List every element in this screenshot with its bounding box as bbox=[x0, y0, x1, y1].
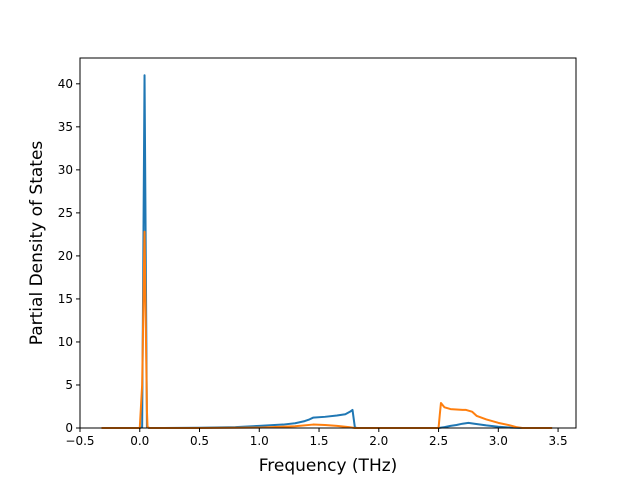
x-tick-label: 2.0 bbox=[369, 434, 388, 448]
y-tick-label: 30 bbox=[58, 163, 73, 177]
x-tick-label: 1.0 bbox=[250, 434, 269, 448]
x-tick-label: 1.5 bbox=[309, 434, 328, 448]
y-tick-label: 35 bbox=[58, 120, 73, 134]
y-tick-label: 15 bbox=[58, 292, 73, 306]
x-tick-label: 3.0 bbox=[489, 434, 508, 448]
plot-frame bbox=[79, 57, 577, 429]
series-line-2 bbox=[101, 230, 553, 429]
series-lines bbox=[101, 74, 553, 429]
y-tick-label: 10 bbox=[58, 335, 73, 349]
x-axis-label: Frequency (THz) bbox=[259, 456, 398, 476]
y-tick-label: 20 bbox=[58, 249, 73, 263]
x-tick-label: 0.5 bbox=[190, 434, 209, 448]
x-tick-label: 2.5 bbox=[429, 434, 448, 448]
x-tick-label: −0.5 bbox=[65, 434, 94, 448]
y-tick-label: 25 bbox=[58, 206, 73, 220]
x-tick-label: 0.0 bbox=[130, 434, 149, 448]
series-line-1 bbox=[101, 74, 553, 429]
y-tick-label: 40 bbox=[58, 77, 73, 91]
y-axis-ticks: 0 5 10 15 20 25 30 35 40 bbox=[58, 77, 80, 435]
x-axis-ticks: −0.5 0.0 0.5 1.0 1.5 2.0 2.5 3.0 3.5 bbox=[65, 428, 568, 448]
y-tick-label: 5 bbox=[65, 378, 73, 392]
y-axis-label: Partial Density of States bbox=[27, 141, 47, 346]
x-tick-label: 3.5 bbox=[549, 434, 568, 448]
y-tick-label: 0 bbox=[65, 421, 73, 435]
